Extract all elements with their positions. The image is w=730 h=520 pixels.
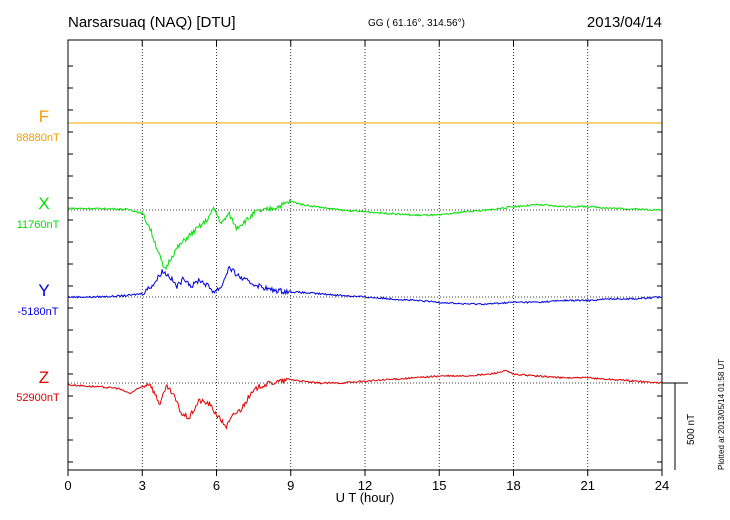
x-tick-label: 24 bbox=[655, 478, 669, 493]
series-line-z bbox=[67, 369, 663, 430]
station-title: Narsarsuaq (NAQ) [DTU] bbox=[68, 14, 236, 31]
x-tick-label: 6 bbox=[213, 478, 220, 493]
x-tick-label: 3 bbox=[139, 478, 146, 493]
coordinates-label: GG ( 61.16°, 314.56°) bbox=[368, 18, 465, 29]
channel-baseline-f: 88880nT bbox=[16, 132, 60, 144]
series-line-y bbox=[67, 265, 663, 306]
x-tick-label: 15 bbox=[432, 478, 446, 493]
channel-name-y: Y bbox=[38, 281, 49, 300]
x-axis-label: U T (hour) bbox=[336, 490, 395, 505]
channel-name-x: X bbox=[38, 194, 49, 213]
channel-baseline-x: 11760nT bbox=[17, 219, 60, 231]
data-series bbox=[67, 122, 663, 430]
x-tick-label: 18 bbox=[506, 478, 520, 493]
plot-frame bbox=[67, 39, 663, 471]
channel-name-z: Z bbox=[39, 368, 49, 387]
x-tick-label: 21 bbox=[581, 478, 595, 493]
plotted-note: Plotted at 2013/05/14 01:58 UT bbox=[717, 359, 726, 470]
x-axis-ticks: 0 3 6 9 12 15 18 21 24 bbox=[64, 40, 669, 493]
x-tick-label: 9 bbox=[287, 478, 294, 493]
series-line-x bbox=[67, 198, 663, 271]
channel-name-f: F bbox=[39, 107, 49, 126]
channel-baseline-y: -5180nT bbox=[18, 306, 59, 318]
date-label: 2013/04/14 bbox=[587, 14, 662, 31]
x-tick-label: 0 bbox=[64, 478, 71, 493]
scale-bar-label: 500 nT bbox=[686, 414, 697, 445]
scale-bar: 500 nT bbox=[662, 382, 697, 470]
x-tick-label: 12 bbox=[358, 478, 372, 493]
channel-baseline-z: 52900nT bbox=[16, 392, 60, 404]
channel-labels: F 88880nT X 11760nT Y -5180nT Z 52900nT bbox=[16, 107, 60, 404]
